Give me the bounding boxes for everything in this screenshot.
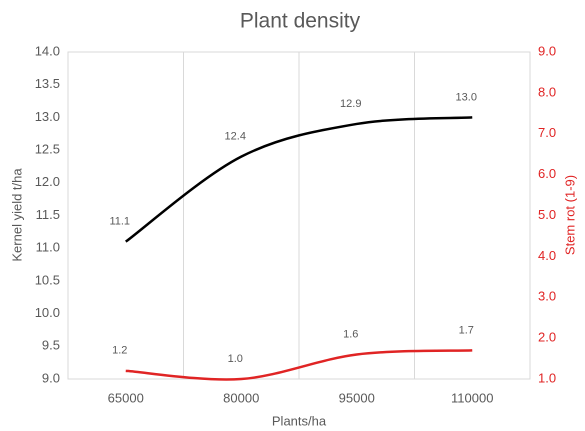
y2-tick-label: 1.0 [538, 370, 556, 385]
series-line [125, 116, 473, 243]
y-tick-label: 12.0 [35, 174, 60, 189]
y2-tick-label: 2.0 [538, 330, 556, 345]
data-label: 1.6 [343, 328, 358, 340]
series-line [125, 349, 473, 381]
y-tick-label: 13.5 [35, 76, 60, 91]
y2-tick-label: 6.0 [538, 166, 556, 181]
y2-tick-label: 5.0 [538, 207, 556, 222]
data-label: 12.4 [225, 131, 246, 143]
y2-tick-label: 8.0 [538, 84, 556, 99]
x-tick-label: 65000 [108, 390, 144, 405]
y-tick-label: 11.5 [36, 207, 60, 222]
y2-tick-label: 7.0 [538, 125, 556, 140]
y-tick-label: 10.5 [35, 272, 60, 287]
chart-title: Plant density [240, 10, 361, 33]
data-label: 1.7 [459, 324, 474, 336]
data-label: 12.9 [340, 98, 361, 110]
x-tick-label: 80000 [223, 390, 259, 405]
y-axis-label: Kernel yield t/ha [9, 168, 24, 262]
y-tick-label: 9.0 [42, 370, 60, 385]
x-axis-label: Plants/ha [272, 413, 327, 428]
data-label: 1.2 [112, 345, 127, 357]
y2-axis-label: Stem rot (1-9) [562, 175, 577, 255]
y2-tick-label: 9.0 [538, 43, 556, 58]
y-tick-label: 12.5 [35, 142, 60, 157]
data-label: 13.0 [456, 91, 477, 103]
y2-tick-label: 3.0 [538, 289, 556, 304]
y2-tick-label: 4.0 [538, 248, 556, 263]
x-tick-label: 110000 [451, 390, 493, 405]
data-label: 11.1 [109, 216, 130, 228]
y-tick-label: 13.0 [35, 109, 60, 124]
y-tick-label: 9.5 [42, 338, 60, 353]
y-tick-label: 14.0 [35, 43, 60, 58]
data-label: 1.0 [228, 353, 243, 365]
x-tick-label: 95000 [339, 390, 375, 405]
y-tick-label: 11.0 [36, 240, 60, 255]
y-tick-label: 10.0 [35, 305, 60, 320]
